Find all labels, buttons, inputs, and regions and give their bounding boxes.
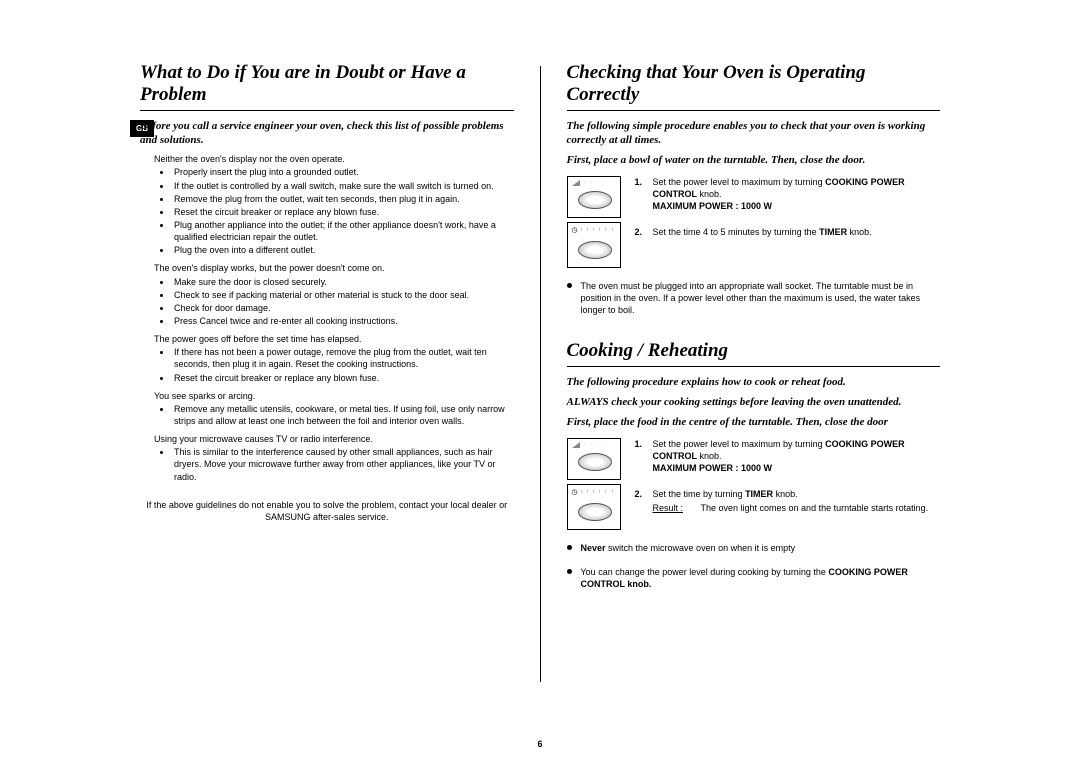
check-note: The oven must be plugged into an appropr… <box>567 280 941 316</box>
trouble-question: The oven's display works, but the power … <box>154 262 514 274</box>
cook-diagrams: · · · · · · ◷ | | | | | | <box>567 438 621 530</box>
trouble-answer-item: If there has not been a power outage, re… <box>172 346 514 370</box>
trouble-question: The power goes off before the set time h… <box>154 333 514 345</box>
dial-ticks: · · · · · · <box>572 180 616 192</box>
step-text: knob. <box>697 451 722 461</box>
trouble-answers: Remove any metallic utensils, cookware, … <box>158 403 514 427</box>
max-power-label: MAXIMUM POWER : 1000 W <box>653 463 773 473</box>
trouble-answer-item: Check to see if packing material or othe… <box>172 289 514 301</box>
trouble-answers: Make sure the door is closed securely.Ch… <box>158 276 514 328</box>
trouble-question: Using your microwave causes TV or radio … <box>154 433 514 445</box>
dial-icon <box>578 191 612 209</box>
trouble-answer-item: Press Cancel twice and re-enter all cook… <box>172 315 514 327</box>
section-title-cooking: Cooking / Reheating <box>567 340 941 367</box>
warn-text: switch the microwave oven on when it is … <box>606 543 796 553</box>
trouble-answer-item: Reset the circuit breaker or replace any… <box>172 372 514 384</box>
trouble-answer-item: Remove any metallic utensils, cookware, … <box>172 403 514 427</box>
column-divider <box>540 66 541 682</box>
cook-step-1: Set the power level to maximum by turnin… <box>635 438 941 474</box>
dial-ticks: · · · · · · <box>572 442 616 454</box>
trouble-question: Neither the oven's display nor the oven … <box>154 153 514 165</box>
trouble-answers: Properly insert the plug into a grounded… <box>158 166 514 256</box>
trouble-answer-item: Plug the oven into a different outlet. <box>172 244 514 256</box>
trouble-answer-item: This is similar to the interference caus… <box>172 446 514 482</box>
timer-dial-diagram: ◷ | | | | | | <box>567 222 621 268</box>
trouble-answers: If there has not been a power outage, re… <box>158 346 514 383</box>
step-bold: TIMER <box>819 227 847 237</box>
intro-cooking-2: ALWAYS check your cooking settings befor… <box>567 395 941 409</box>
right-column: Checking that Your Oven is Operating Cor… <box>567 62 941 722</box>
trouble-answer-item: Check for door damage. <box>172 302 514 314</box>
left-column: What to Do if You are in Doubt or Have a… <box>140 62 514 722</box>
power-dial-diagram: · · · · · · <box>567 438 621 480</box>
result-label: Result : <box>653 502 701 514</box>
trouble-answer-item: If the outlet is controlled by a wall sw… <box>172 180 514 192</box>
check-diagrams: · · · · · · ◷ | | | | | | <box>567 176 621 268</box>
step-text: Set the time by turning <box>653 489 746 499</box>
step-text: Set the power level to maximum by turnin… <box>653 177 826 187</box>
troubleshoot-list: Neither the oven's display nor the oven … <box>154 153 514 482</box>
intro-checking-2: First, place a bowl of water on the turn… <box>567 153 941 167</box>
step-text: Set the power level to maximum by turnin… <box>653 439 826 449</box>
trouble-answer-item: Reset the circuit breaker or replace any… <box>172 206 514 218</box>
page-content: What to Do if You are in Doubt or Have a… <box>140 62 940 722</box>
power-dial-diagram: · · · · · · <box>567 176 621 218</box>
step-text: knob. <box>773 489 798 499</box>
foot-text: You can change the power level during co… <box>581 567 829 577</box>
intro-troubleshoot: Before you call a service engineer your … <box>140 119 514 148</box>
check-steps: Set the power level to maximum by turnin… <box>635 176 941 253</box>
dial-icon <box>578 503 612 521</box>
intro-checking-1: The following simple procedure enables y… <box>567 119 941 148</box>
dial-icon <box>578 453 612 471</box>
result-row: Result : The oven light comes on and the… <box>653 502 941 514</box>
page-number: 6 <box>0 739 1080 749</box>
trouble-question: You see sparks or arcing. <box>154 390 514 402</box>
trouble-answers: This is similar to the interference caus… <box>158 446 514 482</box>
step-text: knob. <box>847 227 872 237</box>
intro-cooking-3: First, place the food in the centre of t… <box>567 415 941 429</box>
check-steps-block: · · · · · · ◷ | | | | | | Set the power … <box>567 176 941 268</box>
step-text: knob. <box>697 189 722 199</box>
never-bold: Never <box>581 543 606 553</box>
cook-steps: Set the power level to maximum by turnin… <box>635 438 941 529</box>
timer-dial-diagram: ◷ | | | | | | <box>567 484 621 530</box>
trouble-answer-item: Make sure the door is closed securely. <box>172 276 514 288</box>
dial-icon <box>578 241 612 259</box>
section-title-troubleshoot: What to Do if You are in Doubt or Have a… <box>140 62 514 111</box>
trouble-answer-item: Remove the plug from the outlet, wait te… <box>172 193 514 205</box>
trouble-answer-item: Properly insert the plug into a grounded… <box>172 166 514 178</box>
result-text: The oven light comes on and the turntabl… <box>701 502 941 514</box>
max-power-label: MAXIMUM POWER : 1000 W <box>653 201 773 211</box>
cook-warning: Never switch the microwave oven on when … <box>567 542 941 554</box>
intro-cooking-1: The following procedure explains how to … <box>567 375 941 389</box>
step-bold: TIMER <box>745 489 773 499</box>
dial-ticks: | | | | | | <box>572 488 616 500</box>
cook-step-2: Set the time by turning TIMER knob. Resu… <box>635 488 941 514</box>
cook-footnote: You can change the power level during co… <box>567 566 941 590</box>
dial-ticks: | | | | | | <box>572 226 616 238</box>
service-note: If the above guidelines do not enable yo… <box>140 499 514 523</box>
cook-steps-block: · · · · · · ◷ | | | | | | Set the power … <box>567 438 941 530</box>
trouble-answer-item: Plug another appliance into the outlet; … <box>172 219 514 243</box>
section-title-checking: Checking that Your Oven is Operating Cor… <box>567 62 941 111</box>
check-step-1: Set the power level to maximum by turnin… <box>635 176 941 212</box>
check-step-2: Set the time 4 to 5 minutes by turning t… <box>635 226 941 238</box>
step-text: Set the time 4 to 5 minutes by turning t… <box>653 227 820 237</box>
